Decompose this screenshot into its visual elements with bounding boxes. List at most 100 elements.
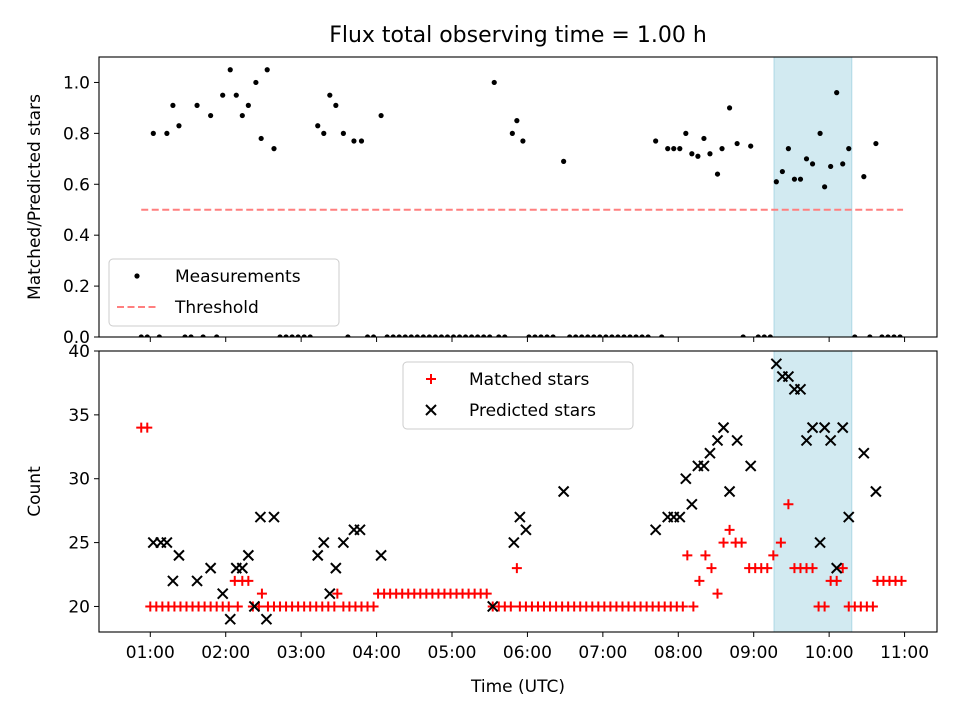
data-point [520,524,532,536]
data-point [354,524,366,536]
data-point [803,156,810,162]
data-point [834,90,840,96]
data-point [150,130,156,136]
data-point [315,123,321,129]
data-point [698,460,710,472]
data-point [318,536,330,549]
data-point [301,334,307,337]
x-tick-label: 02:00 [201,643,250,663]
data-point [550,334,556,337]
highlight-span [773,56,853,338]
x-tick-label: 04:00 [352,643,401,663]
data-point [627,334,633,337]
data-point [719,146,725,152]
data-point [511,563,522,574]
data-point [264,67,270,73]
data-point [674,511,686,523]
data-point [740,334,746,337]
y-tick-label: 25 [68,534,90,554]
data-point [694,575,705,586]
y-tick-label: 20 [68,597,90,617]
chart-title: Flux total observing time = 1.00 h [329,23,707,48]
axes-frame [98,56,938,338]
data-point [682,550,693,561]
data-point [243,575,254,586]
data-point [236,562,249,574]
data-point [711,434,724,447]
data-point [245,102,251,108]
data-point [239,112,245,119]
data-point [879,334,885,337]
data-point [283,334,289,337]
data-point [384,334,390,337]
data-point [345,334,351,337]
data-point [358,138,365,144]
y-tick-label: 0.0 [63,328,90,348]
data-point [224,613,236,625]
y-axis-label: Count [25,466,45,517]
legend-entry: Threshold [117,298,259,318]
data-point [200,334,206,337]
data-point [242,549,255,562]
data-point [254,511,267,523]
data-point [375,549,387,562]
data-point [726,105,733,111]
data-point [295,334,301,337]
data-point [414,334,420,337]
data-point [557,485,570,498]
data-point [686,498,698,510]
data-point [164,130,170,136]
data-point [204,562,217,574]
data-point [683,130,689,136]
y-tick-label: 0.8 [63,124,90,144]
data-point [167,575,179,587]
data-point [755,334,761,337]
data-point [885,334,891,337]
data-point [767,334,773,337]
y-tick-label: 0.4 [63,226,90,246]
data-point [688,601,699,612]
data-point [324,587,336,600]
data-point [191,575,203,587]
data-point [223,601,234,612]
data-point [330,562,342,574]
data-point [396,334,402,337]
highlight-span [773,350,853,633]
data-point [475,334,481,337]
data-point [615,334,621,337]
data-point [707,151,713,157]
data-point [818,421,831,434]
data-point [194,102,200,108]
data-point [896,575,907,586]
data-point [770,358,783,370]
data-point [695,153,701,159]
data-point [487,600,499,613]
data-point [469,334,475,337]
data-point [704,447,716,459]
data-point [671,146,677,152]
x-tick-label: 09:00 [729,643,778,663]
data-point [173,549,185,562]
data-point [783,499,794,510]
data-point [633,334,639,337]
data-point [775,537,786,548]
data-point [861,174,867,180]
data-point [462,334,469,337]
data-point [846,146,852,152]
data-point [579,334,585,337]
data-point [621,334,627,337]
data-point [785,146,792,152]
top-panel: 0.0 0.2 0.4 0.6 0.8 1.0 Matched/Predicted star… [25,56,938,348]
y-axis-label: Matched/Predicted stars [25,94,45,300]
data-point [420,334,426,337]
data-point [208,112,214,119]
x-tick-label: 05:00 [428,643,477,663]
y-tick-label: 0.6 [63,175,90,195]
data-point [837,421,849,434]
data-point [370,334,377,337]
data-point [260,613,273,625]
data-point [526,334,532,337]
legend-entry: Predicted stars [425,401,596,421]
data-point [502,334,508,337]
